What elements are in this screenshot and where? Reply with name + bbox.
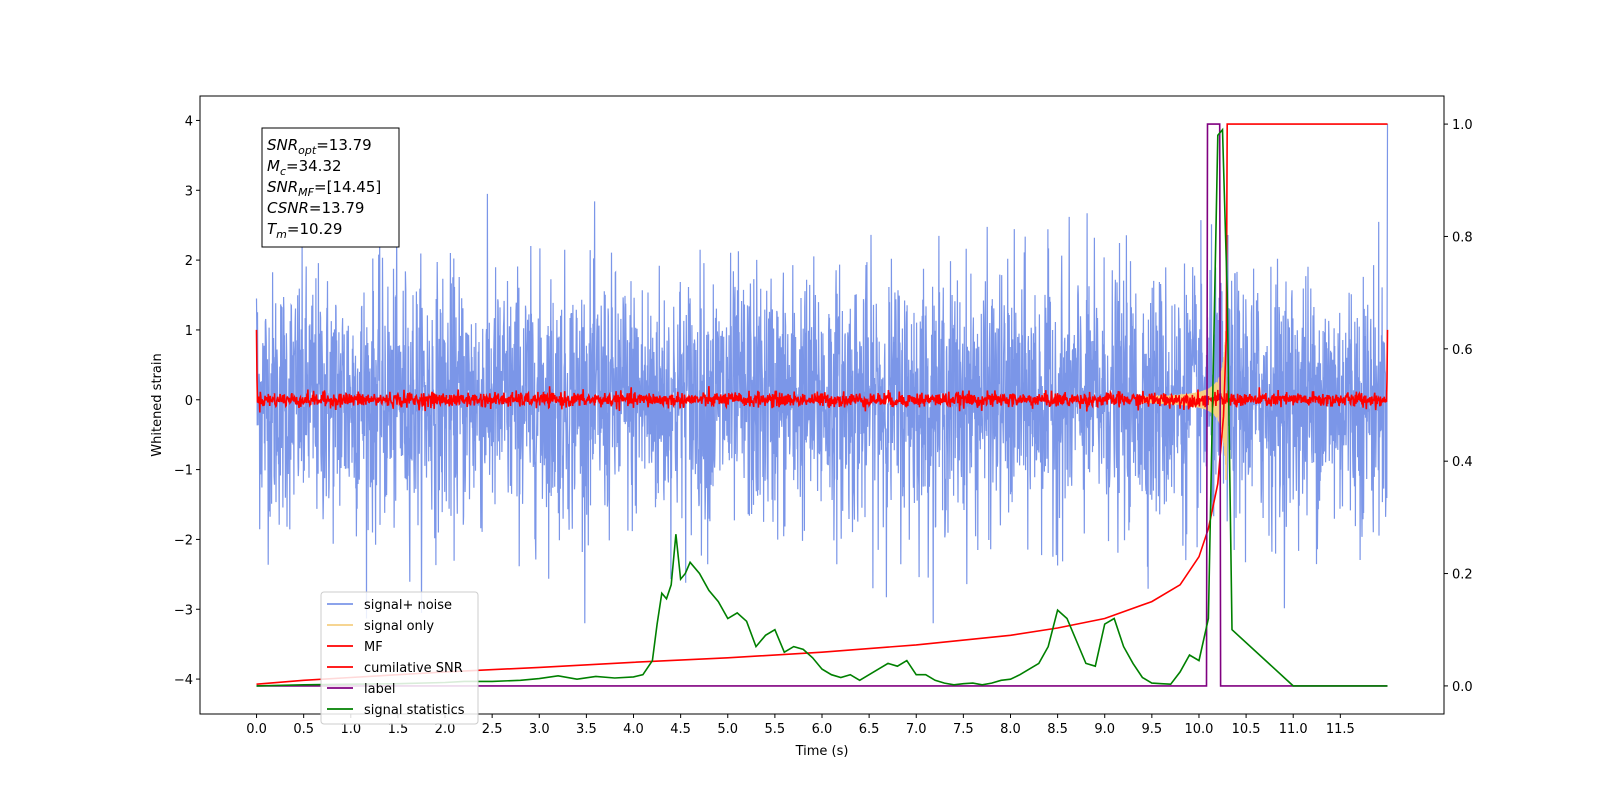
x-tick-label: 9.5	[1142, 722, 1163, 737]
x-tick-label: 10.0	[1184, 722, 1213, 737]
x-tick-label: 0.5	[293, 722, 314, 737]
legend-entry: cumilative SNR	[364, 661, 463, 676]
legend: signal+ noise signal only MF cumilative SNR…	[320, 591, 479, 725]
x-tick-label: 8.5	[1047, 722, 1068, 737]
y2-tick-label: 0.6	[1452, 343, 1473, 358]
y-tick-label: −4	[174, 673, 193, 688]
legend-entry: MF	[364, 640, 383, 655]
x-tick-label: 8.0	[1000, 722, 1021, 737]
legend-entry: signal only	[364, 619, 434, 634]
y-tick-label: 0	[185, 394, 193, 409]
x-tick-label: 5.5	[765, 722, 786, 737]
annotation-frame	[261, 127, 400, 248]
y2-tick-label: 0.2	[1452, 568, 1473, 583]
x-tick-label: 3.0	[529, 722, 550, 737]
x-tick-label: 3.5	[576, 722, 597, 737]
series-mf	[255, 329, 1389, 413]
x-tick-label: 1.0	[340, 722, 361, 737]
x-tick-label: 7.5	[953, 722, 974, 737]
y-tick-label: −3	[174, 603, 193, 618]
series-signal-noise	[255, 123, 1389, 624]
series-label	[256, 123, 1388, 687]
x-tick-label: 2.0	[435, 722, 456, 737]
legend-entry: signal+ noise	[364, 598, 452, 613]
annotation-line: CSNR=13.79	[267, 199, 364, 217]
x-tick-label: 1.5	[388, 722, 409, 737]
x-tick-label: 10.5	[1232, 722, 1261, 737]
x-tick-label: 11.5	[1326, 722, 1355, 737]
y-tick-label: 4	[185, 114, 193, 129]
x-tick-label: 6.5	[859, 722, 880, 737]
legend-entry: signal statistics	[364, 703, 465, 718]
legend-frame	[320, 591, 479, 725]
x-tick-label: 0.0	[246, 722, 267, 737]
y-tick-label: 1	[185, 324, 193, 339]
y-axis-left: −4 −3 −2 −1 0 1 2 3 4	[174, 114, 200, 688]
y2-tick-label: 0.4	[1452, 455, 1473, 470]
x-tick-label: 7.0	[906, 722, 927, 737]
x-tick-label: 2.5	[482, 722, 503, 737]
y2-tick-label: 1.0	[1452, 118, 1473, 133]
y-tick-label: −1	[174, 464, 193, 479]
y2-tick-label: 0.0	[1452, 680, 1473, 695]
annotation-line: SNRMF=[14.45]	[267, 178, 381, 199]
y-tick-label: −2	[174, 533, 193, 548]
x-axis-label: Time (s)	[795, 744, 849, 759]
annotation-box: SNRopt=13.79Mc=34.32SNRMF=[14.45]CSNR=13…	[261, 127, 400, 248]
series-signal-statistics	[256, 127, 1388, 687]
x-tick-label: 6.0	[812, 722, 833, 737]
legend-entry: label	[364, 682, 395, 697]
y-axis-label: Whitened strain	[150, 353, 165, 456]
y-tick-label: 3	[185, 184, 193, 199]
y2-tick-label: 0.8	[1452, 230, 1473, 245]
x-axis: 0.0 0.5 1.0 1.5 2.0 2.5 3.0 3.5 4.0 4.5 5.0 5.5 6.0 6…	[246, 714, 1355, 737]
x-tick-label: 5.0	[717, 722, 738, 737]
annotation-line: Mc=34.32	[267, 157, 342, 178]
annotation-line: SNRopt=13.79	[267, 136, 372, 157]
y-tick-label: 2	[185, 254, 193, 269]
x-tick-label: 4.5	[670, 722, 691, 737]
annotation-line: Tm=10.29	[267, 220, 342, 241]
x-tick-label: 4.0	[623, 722, 644, 737]
y-axis-right: 0.0 0.2 0.4 0.6 0.8 1.0	[1444, 118, 1473, 695]
x-tick-label: 9.0	[1094, 722, 1115, 737]
x-tick-label: 11.0	[1279, 722, 1308, 737]
